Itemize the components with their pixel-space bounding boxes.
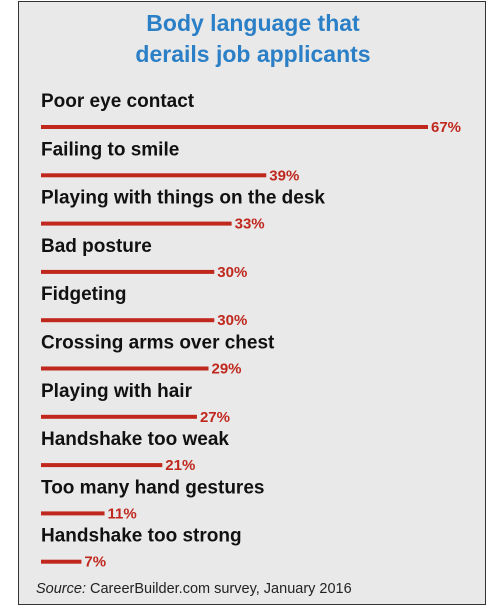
value-label: 21% xyxy=(165,457,195,474)
bar xyxy=(41,511,105,516)
value-label: 30% xyxy=(217,312,247,329)
source-text: CareerBuilder.com survey, January 2016 xyxy=(90,581,352,597)
category-label: Too many hand gestures xyxy=(41,477,264,498)
bar xyxy=(41,559,82,564)
bar xyxy=(41,318,215,323)
bar-chart: Poor eye contact 67% Failing to smile 39% Pl… xyxy=(41,91,461,571)
chart-panel: Body language that derails job applicant… xyxy=(18,1,486,605)
bar xyxy=(41,269,215,274)
bar xyxy=(41,173,267,178)
bar xyxy=(41,414,197,419)
chart-title: Body language that derails job applicant… xyxy=(19,8,487,70)
source-label: Source: xyxy=(36,581,86,597)
category-label: Handshake too strong xyxy=(41,526,242,547)
value-label: 27% xyxy=(200,409,230,426)
category-label: Playing with things on the desk xyxy=(41,188,325,209)
chart-title-line-1: Body language that xyxy=(146,10,360,36)
category-label: Poor eye contact xyxy=(41,91,195,112)
category-label: Bad posture xyxy=(41,236,152,257)
category-label: Failing to smile xyxy=(41,139,179,160)
value-label: 39% xyxy=(269,167,299,184)
bar xyxy=(41,366,209,371)
value-label: 30% xyxy=(217,264,247,281)
category-label: Handshake too weak xyxy=(41,429,229,450)
bar xyxy=(41,221,232,226)
source-note: Source: CareerBuilder.com survey, Januar… xyxy=(36,581,352,597)
value-label: 11% xyxy=(108,505,137,522)
bar xyxy=(41,463,163,468)
chart-title-line-2: derails job applicants xyxy=(135,41,371,67)
value-label: 29% xyxy=(212,361,242,378)
value-label: 33% xyxy=(235,216,265,233)
bar xyxy=(41,125,428,129)
category-label: Fidgeting xyxy=(41,284,126,305)
value-label: 7% xyxy=(84,554,106,571)
category-label: Crossing arms over chest xyxy=(41,333,275,354)
category-label: Playing with hair xyxy=(41,381,193,402)
value-label: 67% xyxy=(431,119,461,136)
